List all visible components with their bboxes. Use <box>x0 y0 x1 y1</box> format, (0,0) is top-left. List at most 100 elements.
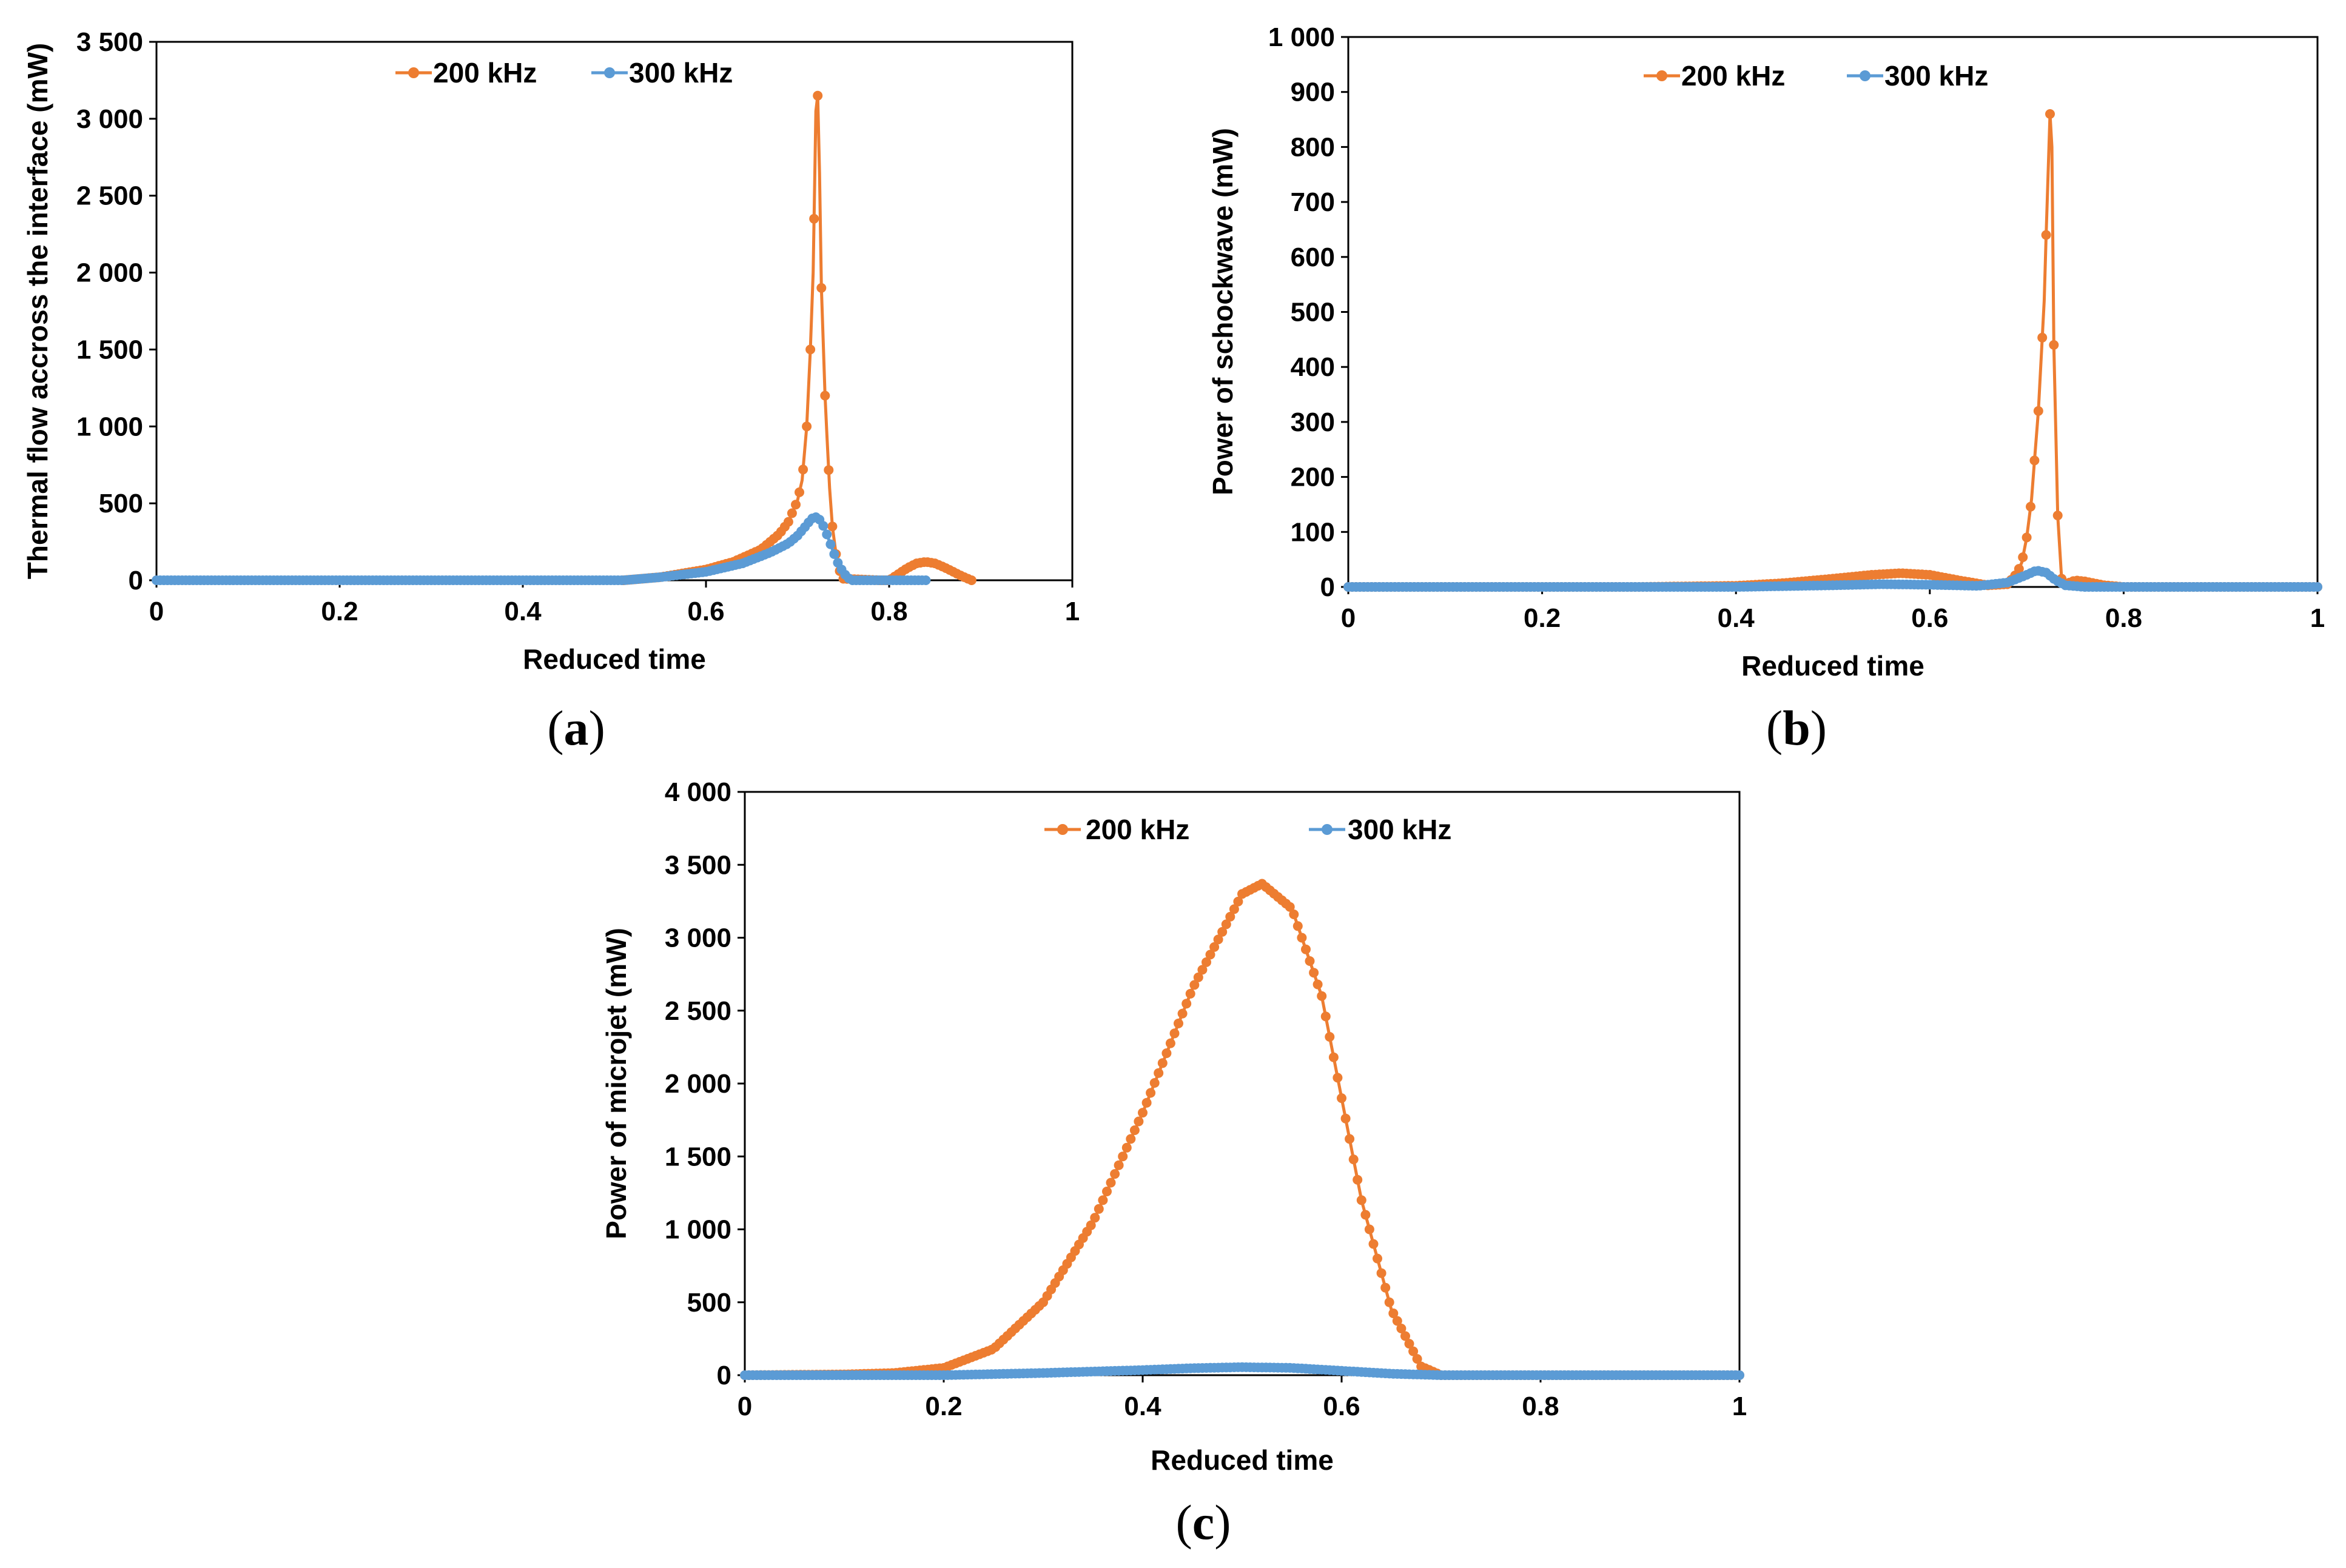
data-point-c-0-149 <box>1333 1073 1343 1083</box>
data-point-c-0-114 <box>1193 972 1203 982</box>
x-ticks-b: 0 0.2 0.4 0.6 0.8 1 <box>1341 587 2325 633</box>
series-a-1 <box>152 512 931 585</box>
legend-b: 200 kHz 300 kHz <box>1644 60 1988 92</box>
y-tick-label-a-0: 0 <box>129 566 143 595</box>
legend-item-a-200: 200 kHz <box>395 57 537 89</box>
data-point-b-0-177 <box>2029 455 2040 466</box>
data-point-c-0-107 <box>1165 1038 1175 1048</box>
data-point-a-0-47 <box>791 500 801 510</box>
x-tick-label-b-2: 0.4 <box>1718 603 1755 633</box>
y-tick-label-b-4: 400 <box>1291 352 1335 382</box>
data-point-c-0-154 <box>1353 1174 1363 1185</box>
x-tick-label-c-1: 0.2 <box>925 1392 962 1421</box>
panel-b: 0 100 200 300 400 500 600 700 800 900 1 000 0 0.2 0.… <box>1207 22 2325 756</box>
data-point-b-0-176 <box>2026 501 2035 512</box>
x-axis-label-b: Reduced time <box>1741 650 1924 682</box>
data-point-a-0-56 <box>824 465 834 475</box>
data-point-c-0-145 <box>1317 991 1327 1001</box>
data-point-c-0-98 <box>1129 1125 1140 1135</box>
data-point-a-0-57 <box>827 521 838 532</box>
data-point-c-0-99 <box>1134 1116 1144 1127</box>
panel-caption-letter-a: a <box>564 700 589 756</box>
data-point-a-1-183 <box>822 529 832 540</box>
x-tick-label-a-4: 0.8 <box>870 597 907 626</box>
data-point-a-0-48 <box>795 487 804 497</box>
data-point-c-0-92 <box>1106 1178 1116 1188</box>
data-point-c-0-153 <box>1348 1154 1359 1165</box>
data-point-c-0-123 <box>1229 904 1239 914</box>
y-tick-label-b-10: 1 000 <box>1268 22 1335 52</box>
x-tick-label-b-5: 1 <box>2310 603 2325 633</box>
y-tick-label-b-6: 600 <box>1291 243 1335 272</box>
data-point-c-0-167 <box>1404 1339 1414 1349</box>
data-point-c-0-94 <box>1114 1160 1124 1170</box>
data-point-b-1-250 <box>2313 582 2322 592</box>
data-point-c-0-158 <box>1368 1239 1379 1249</box>
y-tick-label-b-2: 200 <box>1291 463 1335 492</box>
panel-caption-letter-b: b <box>1783 700 1810 756</box>
y-tick-label-c-6: 3 000 <box>665 923 731 953</box>
y-tick-label-b-0: 0 <box>1320 572 1335 602</box>
data-point-c-0-121 <box>1221 919 1231 930</box>
data-point-c-0-155 <box>1356 1195 1366 1205</box>
data-point-c-0-142 <box>1305 956 1315 966</box>
y-tick-label-c-8: 4 000 <box>665 777 731 807</box>
x-tick-label-c-4: 0.8 <box>1522 1392 1559 1421</box>
x-tick-label-a-1: 0.2 <box>321 597 358 626</box>
y-tick-label-a-3: 1 500 <box>76 335 143 364</box>
data-point-c-0-115 <box>1197 965 1208 975</box>
legend-label-c-300: 300 kHz <box>1348 814 1451 845</box>
data-point-b-0-174 <box>2018 552 2028 562</box>
data-point-c-0-124 <box>1233 896 1243 906</box>
x-tick-label-b-3: 0.6 <box>1911 603 1948 633</box>
y-tick-label-b-3: 300 <box>1291 407 1335 437</box>
data-point-c-0-148 <box>1328 1052 1339 1062</box>
data-point-c-0-102 <box>1146 1088 1156 1098</box>
data-point-c-0-93 <box>1110 1169 1120 1179</box>
data-point-c-0-106 <box>1161 1048 1172 1058</box>
data-point-a-1-210 <box>921 575 931 585</box>
y-tick-label-c-2: 1 000 <box>665 1215 731 1245</box>
x-tick-label-a-3: 0.6 <box>687 597 724 626</box>
data-point-a-0-54 <box>816 283 827 293</box>
data-point-b-0-180 <box>2041 230 2051 240</box>
data-point-c-0-138 <box>1289 910 1299 919</box>
data-point-a-1-185 <box>829 549 839 559</box>
legend-item-c-300: 300 kHz <box>1309 814 1451 845</box>
series-a <box>152 90 976 585</box>
legend-marker-b-300 <box>1860 70 1870 81</box>
data-point-b-0-179 <box>2037 332 2048 343</box>
y-axis-label-b: Power of schockwave (mW) <box>1207 128 1239 495</box>
data-point-c-0-151 <box>1340 1113 1351 1124</box>
y-tick-label-b-8: 800 <box>1291 132 1335 162</box>
x-tick-label-a-0: 0 <box>149 597 164 626</box>
data-point-b-0-182 <box>2049 340 2059 350</box>
x-tick-label-b-4: 0.8 <box>2105 603 2142 633</box>
y-tick-label-b-1: 100 <box>1291 517 1335 547</box>
data-point-c-0-103 <box>1149 1078 1160 1088</box>
data-point-c-0-100 <box>1138 1108 1148 1118</box>
data-point-c-0-141 <box>1301 944 1311 954</box>
data-point-c-0-139 <box>1292 921 1303 931</box>
y-axis-label-c: Power of microjet (mW) <box>600 928 632 1239</box>
data-point-c-0-122 <box>1225 911 1235 922</box>
data-point-c-0-87 <box>1086 1220 1096 1230</box>
data-point-a-0-46 <box>787 508 797 518</box>
data-point-a-0-49 <box>798 464 808 475</box>
data-point-a-0-95 <box>966 575 976 585</box>
y-ticks-b: 0 100 200 300 400 500 600 700 800 900 1 000 <box>1268 22 1348 602</box>
legend-item-c-200: 200 kHz <box>1044 814 1189 845</box>
y-tick-label-a-7: 3 500 <box>76 27 143 57</box>
y-tick-label-a-4: 2 000 <box>76 258 143 288</box>
data-point-c-0-163 <box>1388 1308 1399 1318</box>
x-tick-label-c-5: 1 <box>1732 1392 1747 1421</box>
series-b-1 <box>1343 566 2322 592</box>
data-point-c-0-150 <box>1337 1093 1346 1104</box>
data-point-b-0-175 <box>2022 532 2032 543</box>
data-point-c-0-112 <box>1185 988 1195 999</box>
y-ticks-a: 0 500 1 000 1 500 2 000 2 500 3 000 3 500 <box>76 27 156 595</box>
legend-label-a-300: 300 kHz <box>629 57 733 89</box>
data-point-c-0-113 <box>1189 980 1200 990</box>
